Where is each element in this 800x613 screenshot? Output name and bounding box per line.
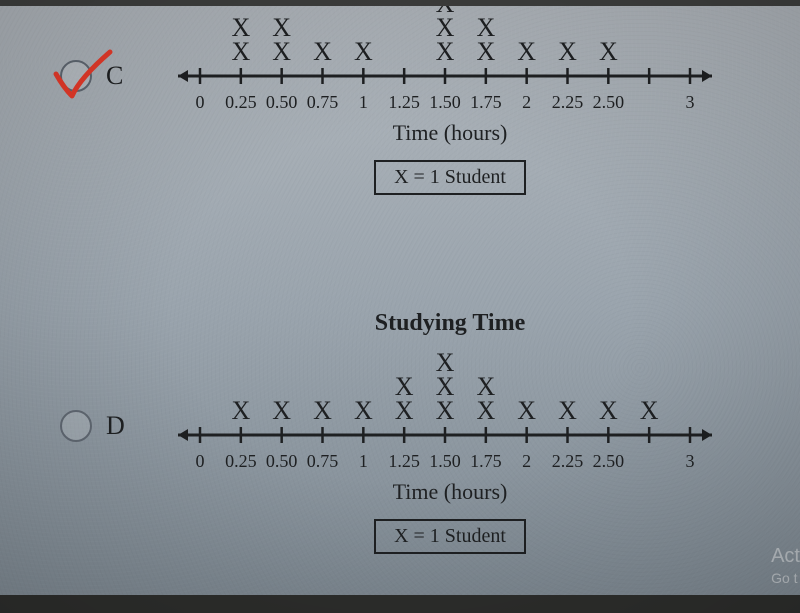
x-stack: XX	[476, 16, 495, 64]
option-c-block: C XXXXXXXXXXXXXX 00.250.500.7511.251.501…	[50, 0, 770, 270]
x-stack: X	[272, 399, 291, 423]
option-c-radio-group: C	[60, 60, 123, 92]
option-d-radio-group: D	[60, 410, 125, 442]
x-stack: X	[517, 399, 536, 423]
x-stack: XX	[231, 16, 250, 64]
x-mark-icon: X	[313, 399, 332, 423]
tick-label: 1.50	[429, 451, 461, 472]
tick-label: 0	[196, 92, 205, 113]
option-c-axis-title: Time (hours)	[170, 120, 730, 146]
tick-label: 2.25	[552, 92, 584, 113]
tick-label: 2.25	[552, 451, 584, 472]
watermark-line-2: Go t	[771, 567, 800, 589]
option-c-label: C	[106, 61, 123, 91]
tick-label: 1.75	[470, 92, 502, 113]
x-stack: X	[599, 399, 618, 423]
option-c-dot-stacks: XXXXXXXXXXXXXX	[170, 0, 730, 64]
x-stack: X	[640, 399, 659, 423]
tick-label: 2.50	[593, 92, 625, 113]
tick-label: 0	[196, 451, 205, 472]
x-mark-icon: X	[476, 399, 495, 423]
tick-label: 2	[522, 92, 531, 113]
x-mark-icon: X	[517, 40, 536, 64]
option-c-number-line	[170, 64, 720, 92]
tick-label: 0.50	[266, 92, 298, 113]
x-stack: X	[517, 40, 536, 64]
tick-label: 0.50	[266, 451, 298, 472]
x-mark-icon: X	[272, 399, 291, 423]
tick-label: 0.75	[307, 92, 339, 113]
x-mark-icon: X	[558, 399, 577, 423]
option-d-number-line	[170, 423, 720, 451]
tick-label: 1	[359, 92, 368, 113]
x-stack: XX	[395, 375, 414, 423]
option-d-axis-title: Time (hours)	[170, 479, 730, 505]
x-stack: XXX	[436, 0, 455, 64]
x-mark-icon: X	[436, 40, 455, 64]
x-stack: XX	[476, 375, 495, 423]
x-stack: X	[231, 399, 250, 423]
option-c-radio[interactable]	[60, 60, 92, 92]
tick-label: 2	[522, 451, 531, 472]
x-stack: XX	[272, 16, 291, 64]
x-mark-icon: X	[354, 399, 373, 423]
x-mark-icon: X	[231, 399, 250, 423]
tick-label: 1.25	[388, 451, 420, 472]
tick-label: 1.50	[429, 92, 461, 113]
x-stack: X	[354, 40, 373, 64]
option-d-block: D Studying Time XXXXXXXXXXXXXXX 00.250.5…	[50, 270, 770, 600]
x-stack: X	[599, 40, 618, 64]
option-c-line-plot: XXXXXXXXXXXXXX 00.250.500.7511.251.501.7…	[170, 0, 730, 250]
option-d-dot-stacks: XXXXXXXXXXXXXXX	[170, 343, 730, 423]
x-stack: X	[354, 399, 373, 423]
x-stack: X	[558, 399, 577, 423]
x-mark-icon: X	[599, 399, 618, 423]
activate-windows-watermark: Act Go t	[771, 545, 800, 589]
x-mark-icon: X	[640, 399, 659, 423]
tick-label: 3	[686, 92, 695, 113]
watermark-line-1: Act	[771, 545, 800, 567]
x-stack: XXX	[436, 351, 455, 423]
tick-label: 0.25	[225, 451, 257, 472]
tick-label: 1.25	[388, 92, 420, 113]
tick-label: 0.75	[307, 451, 339, 472]
option-c-legend: X = 1 Student	[374, 160, 526, 195]
x-mark-icon: X	[476, 40, 495, 64]
option-c-tick-labels: 0 0.25 0.50 0.75 1 1.25 1.50 1.75 2 2.25 2.50 3	[170, 92, 730, 116]
x-mark-icon: X	[517, 399, 536, 423]
tick-label: 1.75	[470, 451, 502, 472]
option-d-section-title: Studying Time	[170, 310, 730, 337]
tick-label: 3	[686, 451, 695, 472]
tick-label: 0.25	[225, 92, 257, 113]
x-mark-icon: X	[436, 399, 455, 423]
x-mark-icon: X	[599, 40, 618, 64]
option-d-radio[interactable]	[60, 410, 92, 442]
option-d-tick-labels: 0 0.25 0.50 0.75 1 1.25 1.50 1.75 2 2.25 2.50 3	[170, 451, 730, 475]
option-d-legend: X = 1 Student	[374, 519, 526, 554]
x-stack: X	[313, 399, 332, 423]
x-mark-icon: X	[272, 40, 291, 64]
option-d-label: D	[106, 411, 125, 441]
x-mark-icon: X	[354, 40, 373, 64]
option-d-line-plot: Studying Time XXXXXXXXXXXXXXX 00.250.500…	[170, 310, 730, 560]
x-mark-icon: X	[313, 40, 332, 64]
tick-label: 1	[359, 451, 368, 472]
x-mark-icon: X	[558, 40, 577, 64]
x-stack: X	[313, 40, 332, 64]
tick-label: 2.50	[593, 451, 625, 472]
x-stack: X	[558, 40, 577, 64]
x-mark-icon: X	[231, 40, 250, 64]
x-mark-icon: X	[395, 399, 414, 423]
